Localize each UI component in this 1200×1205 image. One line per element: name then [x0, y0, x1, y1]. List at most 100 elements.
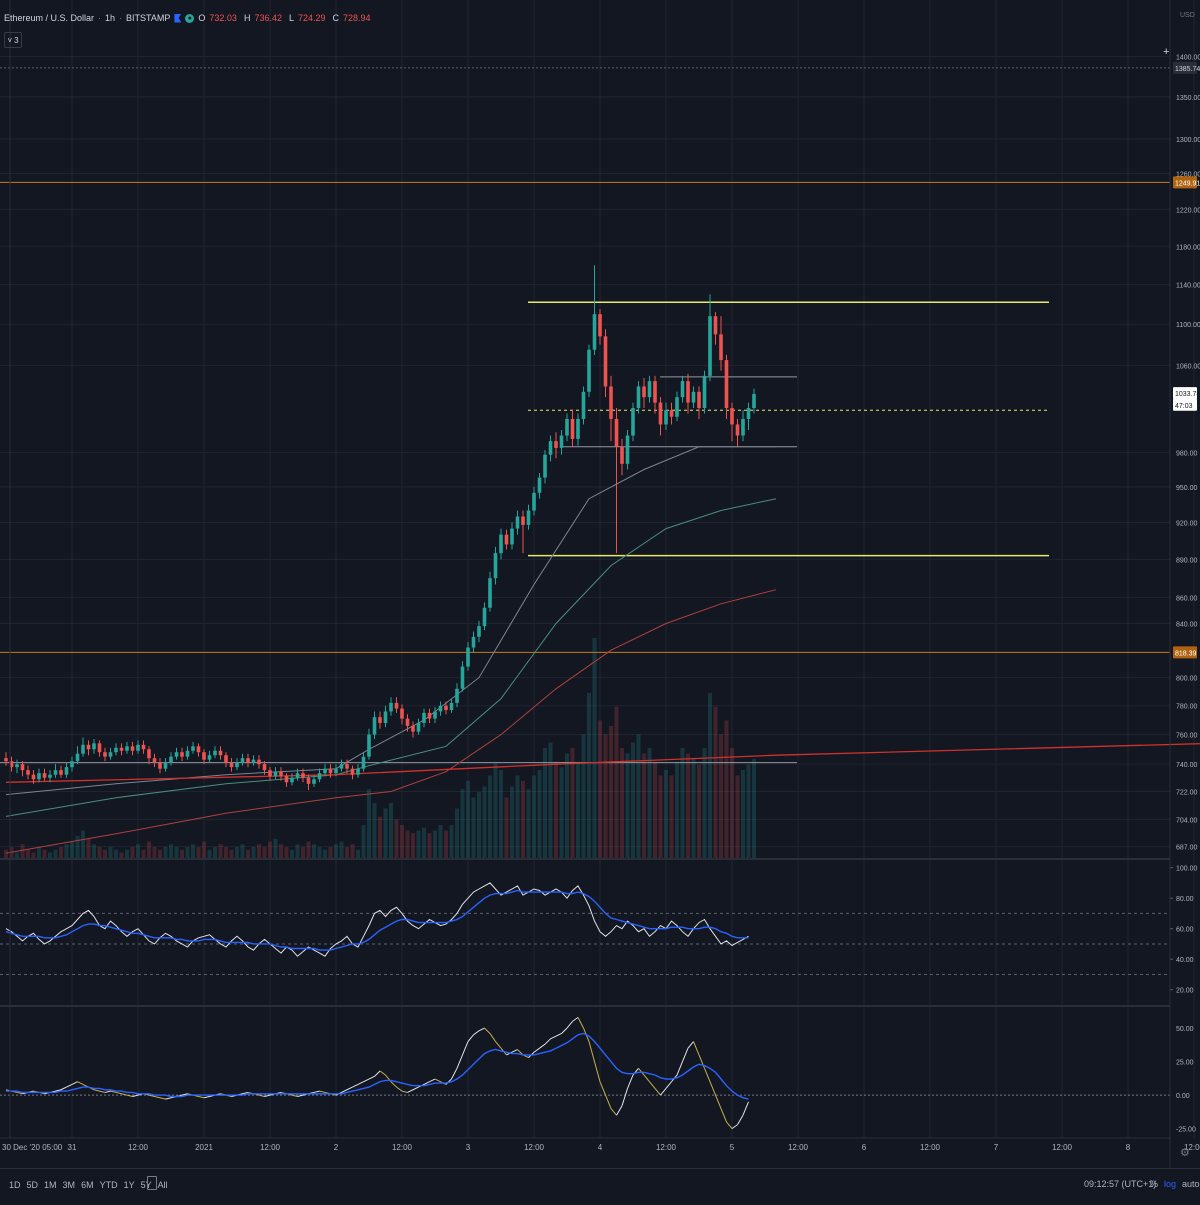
candle-body — [488, 578, 492, 608]
price-tick-label: 1060.00 — [1176, 363, 1200, 370]
candle-body — [152, 758, 157, 763]
volume-bar — [130, 847, 135, 858]
osc-main-segment — [594, 1061, 601, 1082]
osc-main-segment — [346, 1086, 353, 1091]
range-5d-button[interactable]: 5D — [26, 1180, 39, 1190]
osc-main-segment — [643, 1074, 650, 1083]
volume-bar — [235, 847, 239, 858]
price-tick-label: 704.00 — [1176, 818, 1198, 825]
osc-main-segment — [93, 1089, 100, 1092]
candle-body — [37, 773, 41, 780]
volume-bar — [48, 852, 52, 858]
candle-body — [114, 747, 118, 753]
range-1m-button[interactable]: 1M — [44, 1180, 57, 1190]
ohlc-open-value: 732.03 — [209, 13, 237, 23]
volume-bar — [680, 748, 685, 858]
candle-body — [658, 402, 663, 425]
percent-scale-button[interactable]: % — [1150, 1179, 1159, 1189]
market-status-icon[interactable]: ● — [185, 13, 195, 23]
flag-icon[interactable] — [174, 13, 182, 23]
x-tick-label: 7 — [994, 1143, 999, 1152]
volume-bar — [108, 847, 113, 858]
volume-bar — [328, 847, 333, 858]
ohlc-close-label: C — [332, 13, 340, 23]
range-6m-button[interactable]: 6M — [81, 1180, 94, 1190]
volume-bar — [521, 781, 525, 858]
range-5y-button[interactable]: 5Y — [140, 1180, 152, 1190]
candle-body — [20, 764, 25, 771]
indicators-collapse-button[interactable]: ˅ 3 — [4, 32, 22, 48]
osc-main-segment — [110, 1090, 117, 1093]
range-3m-button[interactable]: 3M — [62, 1180, 76, 1190]
osc-main-segment — [379, 1070, 386, 1076]
volume-bar — [180, 849, 184, 858]
volume-bar — [361, 825, 366, 858]
osc-main-segment — [544, 1038, 551, 1045]
candle-body — [735, 424, 740, 436]
x-tick-label: 12:00 — [260, 1143, 281, 1152]
candle-body — [675, 397, 679, 417]
volume-bar — [532, 775, 536, 858]
volume-bar — [548, 742, 553, 858]
grid-lines — [0, 0, 1195, 1138]
settings-gear-icon[interactable]: ⚙ — [1180, 1147, 1190, 1159]
go-to-date-icon[interactable] — [147, 1176, 157, 1190]
currency-label: USD — [1180, 12, 1195, 19]
candle-body — [26, 770, 30, 775]
range-1y-button[interactable]: 1Y — [123, 1180, 135, 1190]
osc-main-segment — [495, 1041, 502, 1049]
candle-body — [466, 647, 470, 667]
rsi-tick-label: 40.00 — [1176, 957, 1194, 964]
candle-body — [664, 410, 668, 425]
osc-main-segment — [99, 1090, 106, 1093]
volume-bar — [185, 847, 190, 858]
x-tick-label: 12:00 — [920, 1143, 941, 1152]
log-scale-button[interactable]: log — [1164, 1179, 1177, 1189]
price-marker-box — [1173, 176, 1197, 189]
osc-main-segment — [319, 1090, 326, 1093]
volume-bar — [647, 748, 652, 858]
volume-bar — [75, 836, 80, 858]
price-tick-label: 800.00 — [1176, 676, 1198, 683]
add-plus-button[interactable]: + — [1163, 46, 1170, 58]
candle-body — [15, 764, 19, 768]
clock-label[interactable]: 09:12:57 (UTC+1) — [1084, 1179, 1157, 1189]
volume-bar — [202, 841, 206, 858]
range-all-button[interactable]: All — [157, 1180, 168, 1190]
osc-main-segment — [423, 1081, 430, 1085]
candle-body — [180, 752, 184, 757]
price-marker-label: 1033.78 — [1175, 391, 1200, 398]
candle-body — [240, 758, 245, 763]
range-ytd-button[interactable]: YTD — [99, 1180, 118, 1190]
range-1d-button[interactable]: 1D — [9, 1180, 21, 1190]
interval-label[interactable]: 1h — [105, 13, 116, 23]
symbol-legend[interactable]: Ethereum / U.S. Dollar · 1h · BITSTAMP ●… — [4, 13, 371, 23]
volume-bar — [295, 844, 300, 858]
price-marker-label: 818.39 — [1175, 650, 1197, 657]
price-tick-label: 920.00 — [1176, 521, 1198, 528]
auto-scale-button[interactable]: auto — [1182, 1179, 1200, 1189]
osc-main-segment — [258, 1094, 265, 1097]
candle-body — [367, 734, 371, 757]
candle-body — [636, 386, 641, 409]
volume-bar — [136, 844, 140, 858]
candle-body — [433, 711, 437, 719]
candle-body — [576, 418, 580, 439]
volume-bar — [724, 720, 729, 858]
symbol-name: Ethereum / U.S. Dollar — [4, 13, 95, 23]
price-tick-label: 1100.00 — [1176, 322, 1200, 329]
candle-body — [455, 688, 459, 703]
osc-main-segment — [484, 1027, 491, 1034]
osc-main-segment — [627, 1074, 634, 1089]
candle-body — [669, 410, 674, 417]
volume-bar — [251, 847, 256, 858]
x-tick-label: 12:00 — [656, 1143, 677, 1152]
volume-bar — [620, 748, 624, 858]
osc-main-segment — [693, 1041, 700, 1056]
volume-bar — [438, 825, 443, 858]
volume-bar — [158, 849, 162, 858]
osc-main-segment — [660, 1088, 667, 1096]
osc-main-segment — [412, 1086, 419, 1091]
